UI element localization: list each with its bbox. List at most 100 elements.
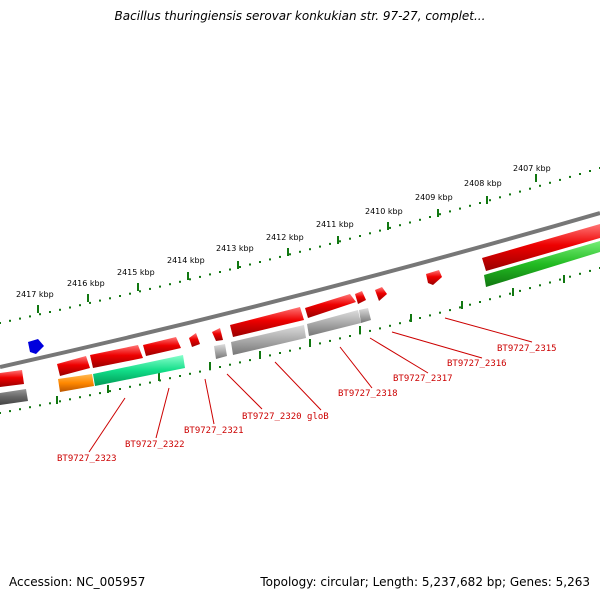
- scale-label-2410: 2410 kbp: [365, 207, 403, 216]
- genome-summary-text: Topology: circular; Length: 5,237,682 bp…: [260, 575, 590, 589]
- scale-dot: [589, 170, 591, 172]
- scale-dot: [269, 258, 271, 261]
- scale-dot: [89, 394, 91, 397]
- gene-bar[interactable]: [58, 374, 94, 392]
- feature-arrow[interactable]: [212, 328, 223, 341]
- scale-dot: [509, 292, 511, 295]
- scale-dot: [99, 299, 101, 302]
- gene-label-BT9727_2315[interactable]: BT9727_2315: [497, 344, 557, 354]
- scale-dot: [229, 363, 231, 366]
- outer-scale-major-ticks: [37, 174, 537, 313]
- scale-dot: [299, 347, 301, 350]
- feature-arrow[interactable]: [90, 345, 143, 368]
- gene-bar[interactable]: [214, 344, 227, 359]
- gene-bar[interactable]: [93, 355, 185, 386]
- gene-label-BT9727_2320[interactable]: BT9727_2320 gloB: [242, 412, 329, 422]
- scale-dot: [69, 398, 71, 401]
- scale-dot: [349, 335, 351, 337]
- scale-dot: [429, 314, 431, 317]
- scale-dot: [109, 390, 111, 393]
- scale-dot: [169, 377, 171, 380]
- scale-dot: [79, 396, 81, 399]
- gene-label-BT9727_2318[interactable]: BT9727_2318: [338, 389, 398, 399]
- scale-dot: [319, 245, 321, 248]
- scale-label-2415: 2415 kbp: [117, 268, 155, 277]
- gene-bar[interactable]: [231, 325, 306, 355]
- scale-dot: [559, 278, 561, 281]
- scale-dot: [489, 199, 491, 202]
- scale-dot: [579, 272, 581, 275]
- scale-dot: [249, 359, 251, 362]
- scale-dot: [459, 306, 461, 309]
- scale-dot: [189, 372, 191, 375]
- scale-dot: [319, 342, 321, 345]
- scale-label-2414: 2414 kbp: [167, 256, 205, 265]
- gene-bar[interactable]: [307, 310, 361, 336]
- scale-dot: [539, 184, 541, 187]
- scale-dot: [449, 309, 451, 312]
- scale-dot: [469, 303, 471, 306]
- gene-label-BT9727_2317[interactable]: BT9727_2317: [393, 374, 453, 384]
- genome-title: Bacillus thuringiensis serovar konkukian…: [114, 9, 486, 23]
- feature-arrow[interactable]: [230, 307, 304, 337]
- scale-dot: [99, 392, 101, 395]
- gene-bar[interactable]: [359, 308, 371, 323]
- scale-dot: [469, 204, 471, 207]
- inner-scale-dots: [0, 267, 600, 414]
- feature-arrow[interactable]: [426, 270, 442, 285]
- gene-bar[interactable]: [0, 389, 28, 405]
- scale-dot: [199, 370, 201, 373]
- gene-label-BT9727_2316[interactable]: BT9727_2316: [447, 359, 507, 369]
- scale-dot: [549, 181, 551, 184]
- scale-dot: [79, 304, 81, 307]
- feature-arrow[interactable]: [143, 337, 181, 356]
- scale-dot: [369, 329, 371, 332]
- scale-dot: [289, 349, 291, 352]
- scale-dot: [579, 173, 581, 175]
- scale-dot: [29, 406, 31, 409]
- feature-arrow[interactable]: [57, 356, 90, 376]
- scale-dot: [229, 268, 231, 271]
- gene-bar[interactable]: [484, 241, 600, 287]
- outer-scale-dots: [0, 167, 600, 324]
- gene-label-BT9727_2321[interactable]: BT9727_2321: [184, 426, 244, 436]
- scale-label-2416: 2416 kbp: [67, 279, 105, 288]
- scale-dot: [239, 361, 241, 364]
- scale-dot: [129, 385, 131, 388]
- scale-dot: [389, 324, 391, 327]
- scale-dot: [289, 253, 291, 256]
- scale-dot: [19, 408, 21, 411]
- gene-label-BT9727_2322[interactable]: BT9727_2322: [125, 440, 185, 450]
- scale-dot: [339, 337, 341, 340]
- scale-dot: [369, 232, 371, 235]
- scale-dot: [559, 178, 561, 181]
- scale-label-2407: 2407 kbp: [513, 164, 551, 173]
- scale-dot: [589, 269, 591, 272]
- feature-arrow[interactable]: [189, 333, 200, 347]
- feature-arrow[interactable]: [0, 370, 24, 387]
- scale-dot: [279, 352, 281, 354]
- scale-dot: [239, 266, 241, 268]
- scale-dot: [349, 237, 351, 240]
- scale-dot: [359, 235, 361, 237]
- scale-label-2417: 2417 kbp: [16, 290, 54, 299]
- gene-label-BT9727_2323[interactable]: BT9727_2323: [57, 454, 117, 464]
- scale-dot: [119, 388, 121, 390]
- feature-arrow[interactable]: [305, 294, 356, 318]
- scale-dot: [0, 412, 1, 414]
- scale-dot: [459, 207, 461, 210]
- scale-dot: [489, 298, 491, 301]
- feature-arrow-blue[interactable]: [28, 339, 44, 354]
- feature-arrow[interactable]: [375, 287, 387, 301]
- feature-arrow[interactable]: [355, 291, 366, 304]
- scale-dot: [529, 187, 531, 190]
- scale-dot: [49, 402, 51, 405]
- scale-dot: [119, 295, 121, 297]
- accession-text: Accession: NC_005957: [9, 575, 146, 589]
- feature-arrow[interactable]: [482, 224, 600, 271]
- scale-dot: [59, 308, 61, 311]
- scale-dot: [9, 410, 11, 413]
- scale-dot: [449, 210, 451, 213]
- scale-dot: [249, 263, 251, 266]
- scale-dot: [519, 190, 521, 193]
